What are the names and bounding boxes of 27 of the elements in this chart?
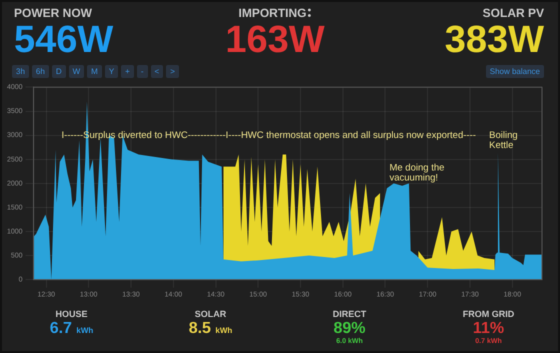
- text: Show balance: [486, 65, 544, 78]
- text: 11%: [472, 320, 504, 337]
- text: 6h: [32, 65, 49, 78]
- text: D: [52, 65, 66, 78]
- text: -: [136, 65, 148, 78]
- text: W: [68, 65, 84, 78]
- text: 163W: [225, 19, 325, 61]
- text: M: [87, 65, 102, 78]
- category-label: FROM GRID: [462, 309, 516, 319]
- text: 89%: [333, 320, 366, 337]
- category-label: SOLAR: [194, 309, 228, 319]
- annotation: Me doing the vacuuming!: [389, 162, 444, 184]
- category-label: SOLAR PV: [482, 6, 544, 20]
- text: +: [121, 65, 134, 78]
- text: <: [150, 65, 164, 78]
- annotation: Boiling Kettle: [489, 130, 518, 151]
- text: 8.5 kWh: [188, 320, 232, 337]
- text: 546W: [14, 19, 114, 61]
- category-label: POWER NOW: [14, 6, 93, 20]
- text: 6.7 kWh: [50, 320, 94, 337]
- category-label: HOUSE: [54, 309, 88, 319]
- text: Y: [104, 65, 118, 78]
- category-label: IMPORTING: [238, 6, 308, 20]
- text: 383W: [444, 19, 544, 61]
- category-label: DIRECT: [332, 309, 368, 319]
- text: >: [166, 65, 179, 78]
- text: 3h: [12, 65, 29, 78]
